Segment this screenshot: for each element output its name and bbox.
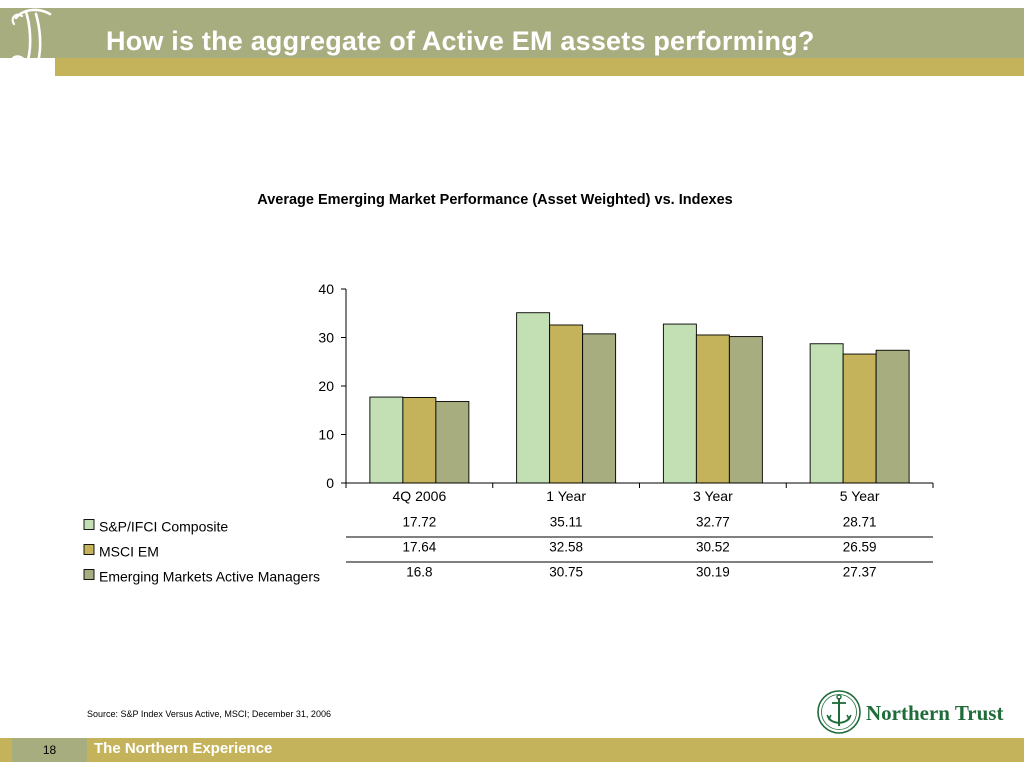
bar (875, 349, 910, 484)
bar (809, 343, 844, 484)
bar (435, 401, 470, 484)
data-table-value: 17.64 (402, 540, 436, 555)
y-tick-label: 10 (318, 427, 334, 443)
legend-swatch (83, 569, 95, 580)
bar (662, 323, 697, 484)
slide-title: How is the aggregate of Active EM assets… (106, 26, 815, 56)
legend-entry: S&P/IFCI Composite (99, 519, 228, 535)
bar (695, 334, 730, 484)
data-table-value: 27.37 (843, 565, 877, 580)
legend-swatch (83, 544, 95, 555)
page-number: 18 (12, 738, 87, 762)
data-table-value: 35.11 (550, 515, 583, 530)
footer-band (0, 738, 1024, 762)
data-table-value: 16.8 (406, 565, 432, 580)
data-table-value: 30.19 (696, 565, 730, 580)
y-tick-label: 0 (326, 475, 334, 491)
data-table-value: 30.52 (696, 540, 730, 555)
header-strip (55, 58, 1024, 76)
legend-swatch (83, 519, 95, 530)
y-tick-label: 40 (318, 281, 334, 297)
bar (728, 336, 763, 484)
bar-chart: 0 10 20 30 40 4Q 2006 1 Year 3 Year 5 Year S&P/IF… (83, 281, 934, 585)
legend-entry: MSCI EM (99, 544, 159, 560)
x-tick-label: 3 Year (693, 488, 733, 504)
y-tick-label: 20 (318, 378, 334, 394)
header-band (0, 8, 1024, 58)
northern-trust-logo-text: Northern Trust (866, 701, 1004, 725)
bar (516, 312, 551, 484)
bar (369, 396, 404, 484)
y-tick-label: 30 (318, 330, 334, 346)
legend-entry: Emerging Markets Active Managers (99, 569, 320, 585)
data-table-value: 32.77 (696, 515, 730, 530)
northern-experience-logo-icon (10, 8, 52, 71)
chart-title: Average Emerging Market Performance (Ass… (257, 192, 733, 208)
data-table-value: 26.59 (843, 540, 877, 555)
data-table-value: 30.75 (549, 565, 583, 580)
x-tick-label: 1 Year (546, 488, 586, 504)
data-table-value: 32.58 (549, 540, 583, 555)
bar (549, 324, 584, 484)
source-note: Source: S&P Index Versus Active, MSCI; D… (87, 709, 331, 719)
footer-tagline: The Northern Experience (94, 740, 273, 757)
x-tick-label: 5 Year (840, 488, 880, 504)
northern-trust-logo-icon (817, 690, 861, 734)
bar (402, 396, 437, 484)
data-table-value: 17.72 (402, 515, 436, 530)
bar (842, 353, 877, 484)
data-table-value: 28.71 (843, 515, 877, 530)
bar (582, 333, 617, 484)
x-tick-label: 4Q 2006 (393, 488, 447, 504)
